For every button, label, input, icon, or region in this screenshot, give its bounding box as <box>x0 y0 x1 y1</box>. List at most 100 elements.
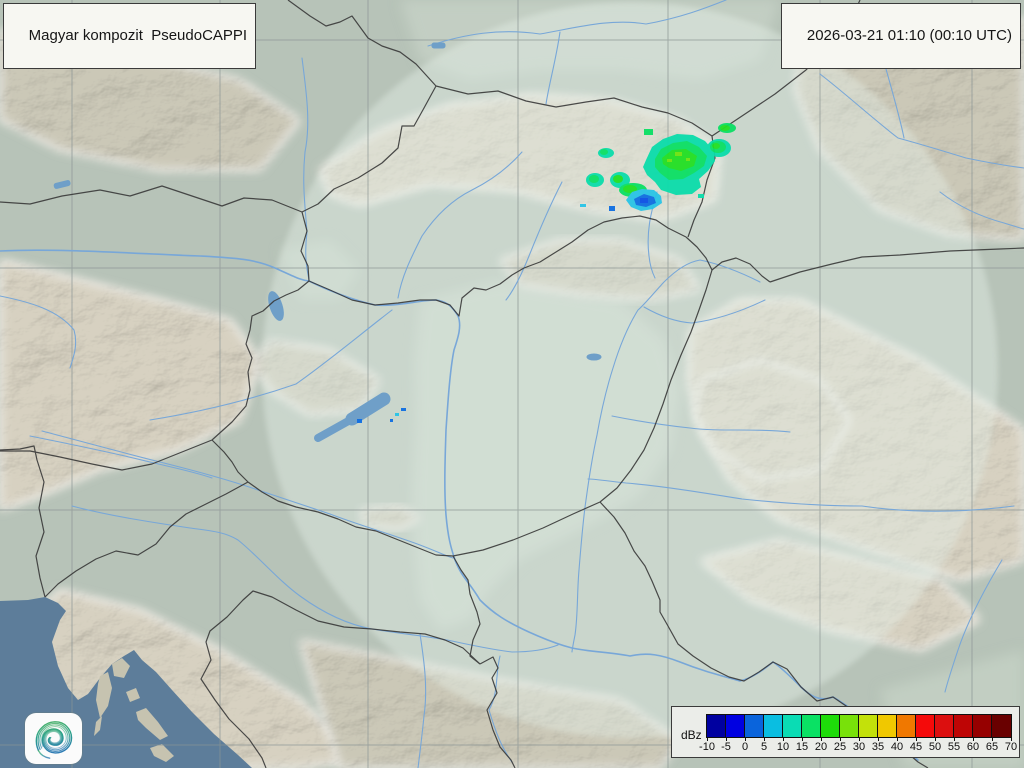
ukraine-romania-border <box>769 247 1024 283</box>
austria-hungary-border <box>211 280 310 441</box>
radar-echo <box>720 125 730 131</box>
legend-color-bar <box>706 714 1012 738</box>
olt-river <box>944 559 1003 693</box>
hungary-ukraine-border <box>685 236 771 283</box>
legend-color-cell <box>992 715 1011 737</box>
tisza-river <box>571 259 761 653</box>
lake-balaton-ne <box>345 392 391 426</box>
legend-tick-label: 60 <box>966 741 980 753</box>
radar-echo <box>623 185 637 193</box>
legend-tick-mark <box>859 737 860 741</box>
legend-tick-mark <box>897 737 898 741</box>
legend-tick-label: 50 <box>928 741 942 753</box>
dunajec-river <box>545 31 561 105</box>
legend-tick-mark <box>802 737 803 741</box>
legend-tick-mark <box>916 737 917 741</box>
radar-echo <box>390 419 393 422</box>
legend-tick-label: -10 <box>699 741 715 753</box>
croatia-serbia-border <box>452 555 481 665</box>
lakes-layer <box>53 42 602 442</box>
slovakia-poland-border <box>435 85 713 137</box>
product-label-box: Magyar kompozit PseudoCAPPI <box>3 3 257 69</box>
radar-echo <box>580 204 586 207</box>
legend-color-cell <box>897 715 916 737</box>
legend-tick-label: 70 <box>1004 741 1018 753</box>
legend-tick-mark <box>707 737 708 741</box>
sava-river <box>71 505 559 653</box>
mur-river <box>29 435 213 479</box>
radar-echo <box>357 419 362 423</box>
radar-echo <box>600 149 608 155</box>
radar-coverage-circle <box>262 2 998 738</box>
drina-river <box>488 655 513 763</box>
alps <box>0 260 260 510</box>
siret-river <box>939 191 1024 230</box>
legend-tick-label: 35 <box>871 741 885 753</box>
legend-tick-mark <box>992 737 993 741</box>
raba-river <box>149 309 393 421</box>
legend-tick-label: 55 <box>947 741 961 753</box>
lake-tisza <box>586 353 602 361</box>
radar-echo <box>613 175 623 183</box>
legend-color-cell <box>954 715 973 737</box>
legend-color-cell <box>935 715 954 737</box>
legend-color-cell <box>764 715 783 737</box>
legend-tick-label: 10 <box>776 741 790 753</box>
dniester-tributary <box>883 61 905 139</box>
legend-tick-mark <box>821 737 822 741</box>
radar-echo <box>589 175 599 183</box>
legend-tick-label: -5 <box>721 741 731 753</box>
italy-slovenia-border <box>0 445 46 598</box>
radar-echo <box>395 413 399 416</box>
legend-color-cell <box>783 715 802 737</box>
czech-borders <box>0 0 437 213</box>
legend-color-cell <box>859 715 878 737</box>
croatian-islands <box>94 658 174 762</box>
radar-echo <box>662 149 697 171</box>
hron-river <box>505 181 563 301</box>
legend-tick-label: 5 <box>760 741 768 753</box>
lake-lipno <box>53 180 71 189</box>
radar-echo <box>698 194 704 198</box>
enns-river <box>0 295 77 369</box>
koros-river <box>611 415 791 433</box>
vistula-river <box>427 0 727 47</box>
legend-color-cell <box>878 715 897 737</box>
radar-echo <box>686 158 690 161</box>
legend-tick-mark <box>764 737 765 741</box>
legend-color-cell <box>916 715 935 737</box>
legend-tick-label: 40 <box>890 741 904 753</box>
lake-neusiedl <box>268 291 284 321</box>
legend-color-cell <box>840 715 859 737</box>
hungary-croatia-border <box>247 481 454 557</box>
radar-echo <box>667 159 672 162</box>
legend-tick-label: 15 <box>795 741 809 753</box>
dniester-river <box>819 73 1024 169</box>
legend-tick-mark <box>1011 737 1012 741</box>
radar-echo <box>644 129 653 135</box>
drava-river <box>41 430 454 559</box>
legend-unit-label: dBz <box>681 728 702 742</box>
product-label: Magyar kompozit PseudoCAPPI <box>28 26 248 44</box>
swirl-strokes <box>35 721 73 759</box>
slovenia-croatia-border <box>44 481 249 598</box>
legend-color-cell <box>726 715 745 737</box>
serbia-bosnia-border <box>479 656 516 768</box>
hungary-slovakia-border <box>308 215 687 317</box>
legend-scale: -10 -5 0 5 10 15 20 25 30 35 40 45 50 55 60 65 70 <box>699 737 1017 755</box>
legend-color-cell <box>973 715 992 737</box>
legend-tick-label: 25 <box>833 741 847 753</box>
legend-color-cell <box>821 715 840 737</box>
lake-goczalkowice <box>431 42 446 49</box>
legend-color-cell <box>707 715 726 737</box>
legend-tick-label: 20 <box>814 741 828 753</box>
timestamp-label: 2026-03-21 01:10 (00:10 UTC) <box>806 26 1012 44</box>
legend-tick-mark <box>878 737 879 741</box>
legend-tick-mark <box>783 737 784 741</box>
met-service-swirl-logo <box>35 721 73 759</box>
legend-tick-mark <box>726 737 727 741</box>
legend-tick-label: 45 <box>909 741 923 753</box>
croatia-bosnia-border <box>200 590 481 768</box>
